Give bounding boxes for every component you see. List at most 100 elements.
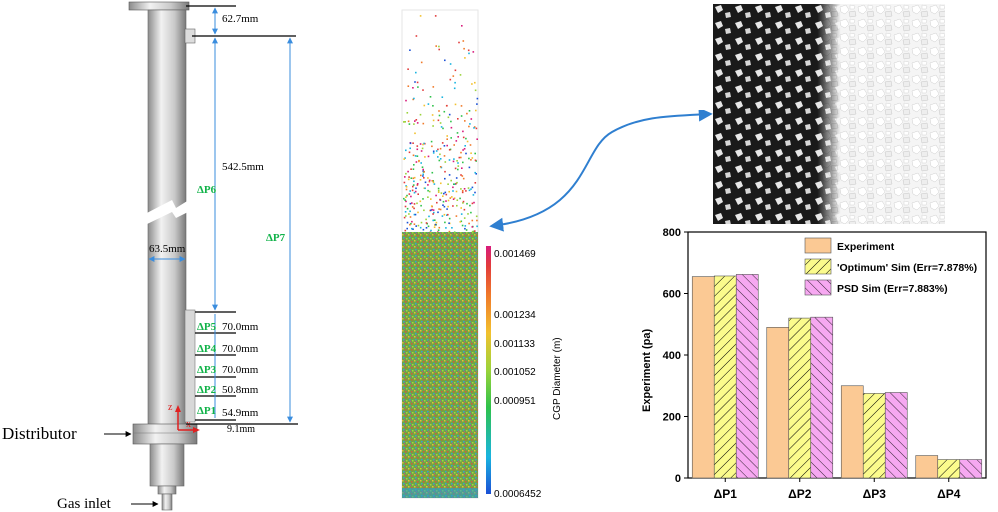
y-tick-label: 0 (675, 473, 681, 485)
particle (407, 170, 409, 173)
legend-swatch (804, 237, 832, 254)
particle (419, 226, 422, 229)
bar-psd-sim (884, 392, 908, 479)
particle (435, 221, 438, 224)
particle (427, 103, 430, 105)
dim-freeboard: 542.5mm (222, 161, 264, 173)
particle (475, 215, 478, 218)
particle (446, 144, 448, 147)
particle (471, 226, 474, 228)
cfd-particle-column: 0.001469 0.001234 0.001133 0.001052 0.00… (401, 9, 563, 500)
particle (415, 225, 417, 227)
tap-dp3: ΔP3 (197, 364, 217, 376)
particle (408, 123, 411, 125)
y-tick-label: 800 (663, 227, 681, 239)
bar-optimum-sim (862, 393, 886, 479)
particle (416, 145, 419, 147)
colorbar-tick-5: 0.0006452 (494, 489, 542, 500)
colorbar-tick-4: 0.000951 (494, 396, 536, 407)
particle (404, 157, 406, 159)
colorbar (486, 246, 491, 494)
particle (435, 45, 437, 47)
particle (464, 227, 466, 230)
particle (471, 157, 474, 159)
legend-swatch (804, 279, 832, 296)
particle (440, 182, 442, 185)
bar-psd-sim (735, 274, 759, 479)
particle (420, 204, 422, 207)
particle (460, 115, 463, 117)
column-schematic: z x 62.7mm 542.5mm 63.5mm 70.0mm 70.0mm … (2, 1, 298, 512)
particle (476, 103, 478, 105)
particle (456, 132, 459, 134)
particle (469, 123, 471, 125)
particle (458, 41, 460, 44)
particle (431, 208, 433, 211)
particle (450, 137, 452, 139)
particle (448, 113, 451, 116)
particle (442, 195, 444, 197)
particle (462, 161, 464, 164)
particle (452, 205, 454, 207)
particle (409, 223, 411, 226)
tap-dp7: ΔP7 (266, 232, 286, 244)
particle (410, 168, 412, 170)
particle (433, 183, 436, 185)
particle (457, 136, 459, 138)
particle (439, 153, 441, 156)
x-tick-label: ΔP1 (714, 487, 738, 501)
particle (413, 176, 416, 179)
particle (463, 148, 466, 150)
particle (444, 59, 446, 62)
particle (443, 192, 445, 195)
particle (437, 187, 440, 190)
particle (404, 199, 406, 201)
particle (438, 114, 441, 117)
colorbar-tick-1: 0.001234 (494, 310, 536, 321)
particle (432, 125, 434, 127)
particle (412, 177, 415, 180)
dim-p2: 50.8mm (222, 384, 259, 396)
particle (422, 170, 424, 172)
bar-experiment (766, 327, 790, 479)
particle (432, 209, 435, 211)
particle (415, 187, 417, 190)
particle (405, 172, 407, 175)
particle (437, 189, 440, 192)
particle (476, 138, 478, 140)
gas-inlet-fitting (161, 493, 173, 511)
particle (435, 194, 437, 197)
particle (465, 137, 467, 140)
particle (448, 230, 451, 233)
particle (444, 177, 446, 180)
particle (432, 119, 435, 122)
particle (461, 191, 464, 194)
particle (454, 103, 457, 106)
particle (403, 181, 406, 184)
particle (405, 186, 408, 188)
bar-experiment (691, 276, 715, 479)
particle (457, 118, 459, 120)
particle (414, 213, 417, 216)
particle (423, 177, 425, 179)
particle (460, 188, 462, 190)
particle (431, 171, 434, 174)
particle (452, 190, 454, 192)
particle (470, 152, 472, 154)
particle (421, 147, 424, 150)
particle (443, 110, 446, 113)
particle (412, 142, 414, 144)
particle (463, 188, 466, 190)
particle (404, 229, 407, 232)
particle (471, 202, 474, 205)
plot-area: 0 200 400 600 800 ΔP1 ΔP2 ΔP3 ΔP4 Experiment 'Opti… (663, 227, 987, 501)
particle (474, 182, 477, 184)
particle (448, 217, 451, 220)
particle (415, 119, 418, 121)
particle (403, 158, 405, 160)
x-tick-label: ΔP4 (937, 487, 961, 501)
particle (455, 215, 458, 217)
particle (460, 207, 462, 209)
particle (471, 83, 473, 85)
particle (443, 155, 446, 157)
